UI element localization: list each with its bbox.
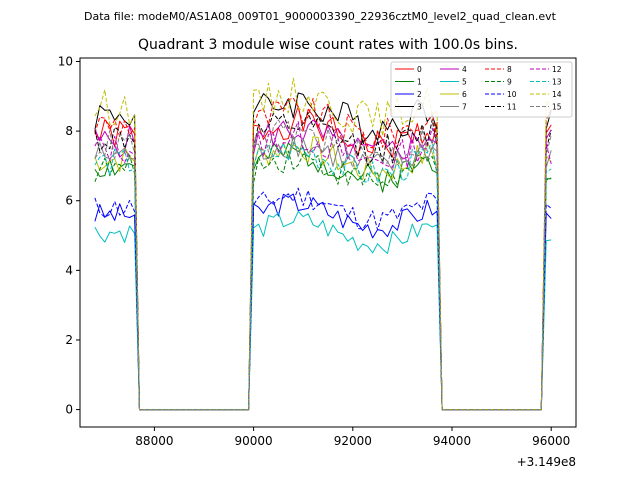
x-tick-label: 94000: [433, 434, 471, 448]
legend-label: 13: [552, 78, 562, 87]
series-line-1: [94, 142, 552, 411]
y-tick-label: 4: [65, 263, 73, 277]
series-line-2: [94, 193, 552, 411]
legend-label: 2: [417, 90, 422, 99]
plot-area: [94, 77, 552, 411]
legend-label: 12: [552, 65, 562, 74]
series-line-12: [94, 121, 552, 411]
series-line-8: [94, 97, 552, 411]
series-line-15: [94, 119, 552, 411]
series-line-11: [94, 112, 552, 411]
series-line-13: [94, 140, 552, 411]
series-line-14: [94, 77, 552, 411]
y-tick-label: 8: [65, 124, 73, 138]
x-tick-label: 88000: [135, 434, 173, 448]
legend-label: 9: [507, 78, 512, 87]
legend-label: 14: [552, 90, 562, 99]
legend-label: 10: [507, 90, 517, 99]
axes-frame: [79, 57, 577, 428]
legend-label: 7: [462, 103, 467, 112]
x-tick-label: 96000: [532, 434, 570, 448]
legend-label: 3: [417, 103, 422, 112]
legend-label: 4: [462, 65, 467, 74]
y-tick-label: 10: [58, 54, 73, 68]
legend-label: 5: [462, 78, 467, 87]
series-line-5: [94, 210, 552, 411]
legend-label: 6: [462, 90, 467, 99]
legend-label: 0: [417, 65, 422, 74]
legend-label: 8: [507, 65, 512, 74]
legend-label: 11: [507, 103, 517, 112]
chart-title: Quadrant 3 module wise count rates with …: [138, 37, 518, 53]
x-tick-label: 92000: [334, 434, 372, 448]
series-line-6: [94, 136, 552, 411]
legend-label: 1: [417, 78, 422, 87]
y-tick-label: 0: [65, 403, 73, 417]
x-tick-label: 90000: [235, 434, 273, 448]
x-offset-label: +3.149e8: [517, 455, 576, 469]
legend-label: 15: [552, 103, 562, 112]
series-line-9: [94, 150, 552, 411]
data-file-label: Data file: modeM0/AS1A08_009T01_90000033…: [84, 10, 557, 23]
legend-box: [390, 61, 573, 118]
series-line-7: [94, 135, 552, 411]
y-tick-label: 2: [65, 333, 73, 347]
y-tick-label: 6: [65, 194, 73, 208]
